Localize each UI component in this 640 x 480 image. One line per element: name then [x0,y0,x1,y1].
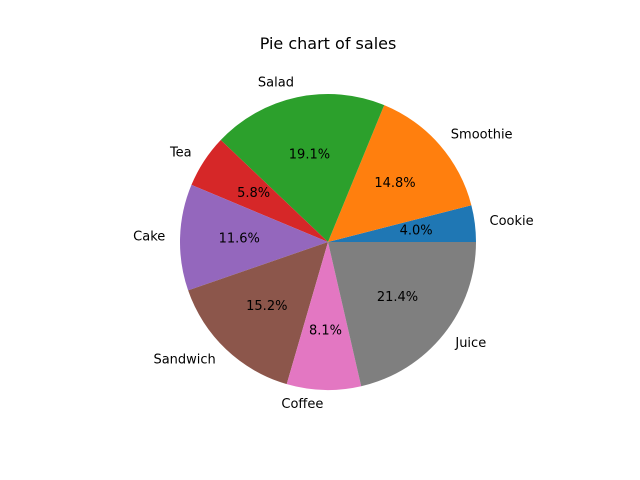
slice-pct-smoothie: 14.8% [374,176,415,191]
slice-pct-juice: 21.4% [377,290,418,305]
pie-slice-salad [220,93,385,242]
pie-slice-tea [191,140,328,242]
slice-label-smoothie: Smoothie [451,128,513,143]
slice-label-cookie: Cookie [490,214,534,229]
pie-slices [179,93,477,390]
pie-slice-cookie [328,205,477,242]
slice-label-cake: Cake [133,229,165,244]
slice-label-coffee: Coffee [281,397,323,412]
slice-label-salad: Salad [258,75,294,90]
slice-pct-coffee: 8.1% [309,323,342,338]
slice-pct-salad: 19.1% [289,148,330,163]
slice-pct-sandwich: 15.2% [246,299,287,314]
pie-labels: Cookie 4.0% Smoothie 14.8% Salad 19.1% Tea 5.8%… [133,75,533,412]
slice-pct-cake: 11.6% [219,232,260,247]
pie-slice-sandwich [188,242,328,385]
pie-slice-juice [328,242,476,387]
slice-pct-cookie: 4.0% [400,223,433,238]
slice-label-sandwich: Sandwich [153,352,215,367]
slice-pct-tea: 5.8% [237,186,270,201]
slice-label-juice: Juice [454,336,486,351]
chart-title: Pie chart of sales [260,34,397,53]
slice-label-tea: Tea [169,146,192,161]
pie-slice-smoothie [328,105,472,242]
pie-slice-coffee [286,242,362,390]
pie-slice-cake [179,184,328,291]
